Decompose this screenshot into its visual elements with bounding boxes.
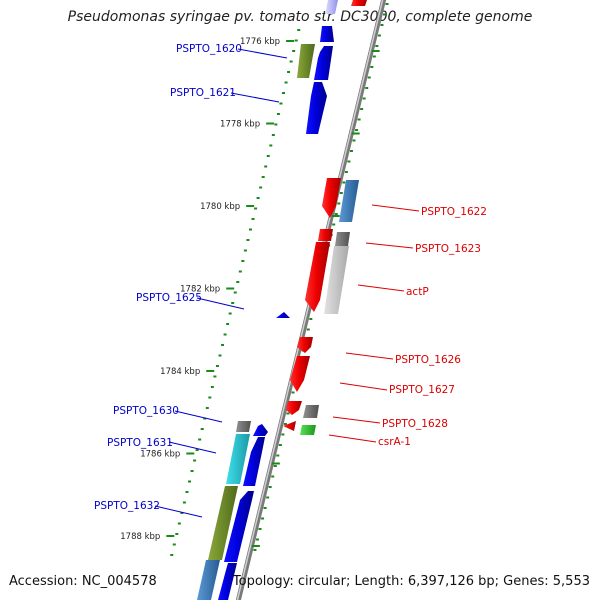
label-pspto-1622[interactable]: PSPTO_1622 [421,206,487,218]
label-pspto-1630[interactable]: PSPTO_1630 [113,405,179,417]
scale-tick-label: 1778 kbp [220,120,260,130]
label-csra-1[interactable]: csrA-1 [378,436,411,448]
leader-line-pspto-1622 [371,204,420,212]
leader-line-pspto-1625 [196,297,245,310]
gene-pspto-1630[interactable] [236,421,251,432]
gene-feature-top-partial-blue[interactable] [325,0,338,14]
gene-pspto-1631[interactable] [226,434,250,484]
leader-line-pspto-1623 [365,242,414,249]
gene-pspto-1625[interactable] [276,312,290,318]
genome-summary-text: Topology: circular; Length: 6,397,126 bp… [232,574,590,589]
gene-csra-1[interactable] [300,425,316,435]
gene-pspto-1630-blue[interactable] [253,424,268,436]
leader-line-actp [357,284,405,292]
scale-tick-label: 1776 kbp [240,37,280,47]
gene-pspto-1628-red[interactable] [286,401,302,415]
gene-pspto-1626[interactable] [297,337,313,353]
gene-track [197,0,367,600]
gene-feature-bottom-steel[interactable] [197,560,220,600]
gene-pspto-1628[interactable] [303,405,319,418]
gene-pspto-1622[interactable] [339,180,359,222]
gene-pspto-1623[interactable] [335,232,350,246]
gene-feature-bottom-blue[interactable] [218,563,237,600]
scale-tick-label: 1780 kbp [200,202,240,212]
label-pspto-1628[interactable]: PSPTO_1628 [382,418,448,430]
scale-tick-label: 1782 kbp [180,285,220,295]
label-actp[interactable]: actP [406,286,429,298]
leader-line-pspto-1632 [154,505,203,518]
label-pspto-1627[interactable]: PSPTO_1627 [389,384,455,396]
label-pspto-1620[interactable]: PSPTO_1620 [176,43,242,55]
label-pspto-1632[interactable]: PSPTO_1632 [94,500,160,512]
leader-line-pspto-1621 [230,92,280,103]
scale-tick-label: 1786 kbp [140,450,180,460]
gene-pspto-1623-red[interactable] [318,229,333,241]
scale-tick-label: 1784 kbp [160,367,200,377]
genome-title: Pseudomonas syringae pv. tomato str. DC3… [67,9,533,25]
gene-pspto-1631-blue[interactable] [243,437,265,486]
gene-actp[interactable] [324,246,349,314]
label-pspto-1626[interactable]: PSPTO_1626 [395,354,461,366]
gene-pspto-1622-red[interactable] [322,178,341,218]
gene-feature-top-partial-red[interactable] [351,0,367,6]
kbp-scale: 1776 kbp 1778 kbp 1780 kbp 1782 kbp 1784 kbp… [120,37,380,547]
gene-pspto-1621[interactable] [306,82,327,134]
plus-strand-labels: PSPTO_1622 PSPTO_1623 actP PSPTO_1626 PS… [328,204,487,448]
accession-text: Accession: NC_004578 [9,574,157,589]
label-pspto-1623[interactable]: PSPTO_1623 [415,243,481,255]
leader-line-pspto-1627 [339,382,388,391]
label-pspto-1625[interactable]: PSPTO_1625 [136,292,202,304]
minus-strand-labels: PSPTO_1620 PSPTO_1621 PSPTO_1625 PSPTO_1… [94,43,288,518]
leader-line-csra-1 [328,434,377,443]
scale-tick-label: 1788 kbp [120,532,160,542]
leader-line-pspto-1630 [174,410,223,423]
gene-actp-red[interactable] [305,242,330,312]
gene-pspto-1632[interactable] [208,486,238,560]
label-pspto-1621[interactable]: PSPTO_1621 [170,87,236,99]
label-pspto-1631[interactable]: PSPTO_1631 [107,437,173,449]
leader-line-pspto-1628 [332,416,381,424]
gene-pspto-1632-blue[interactable] [224,491,254,562]
gene-csra-1-red[interactable] [283,421,296,431]
leader-line-pspto-1631 [168,441,217,454]
leader-line-pspto-1626 [345,352,394,360]
gene-pspto-1620-olive[interactable] [297,44,315,78]
leader-line-pspto-1620 [237,48,288,59]
gene-pspto-1627[interactable] [290,356,310,392]
gene-feature-top-blue[interactable] [320,26,334,42]
gene-pspto-1620[interactable] [314,46,333,80]
